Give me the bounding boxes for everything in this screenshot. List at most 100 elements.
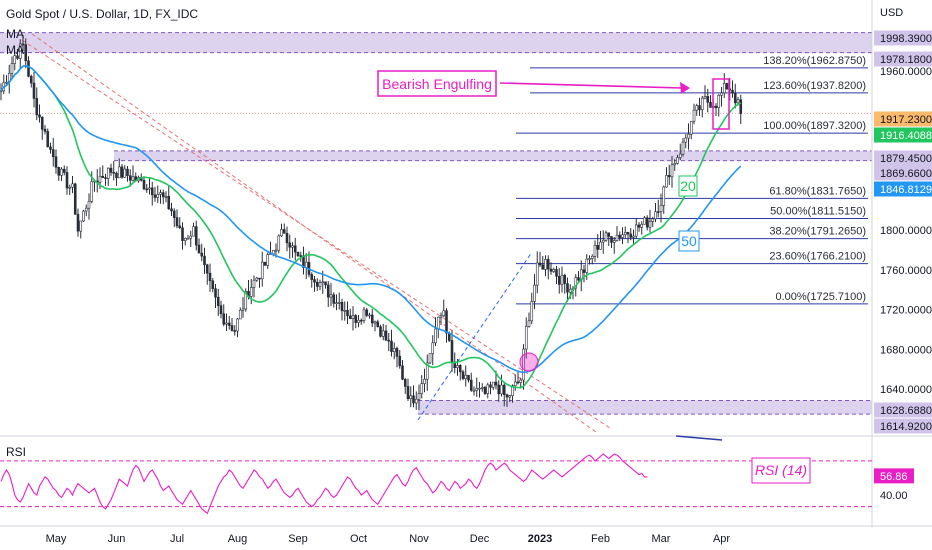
candle-body	[533, 284, 536, 302]
price-tag	[874, 51, 932, 67]
candle-body	[178, 225, 182, 229]
price-tag-label: 1846.8129	[880, 184, 932, 196]
candle-body	[568, 288, 572, 293]
fibonacci-level-label: 138.20%(1962.8750)	[763, 55, 866, 67]
candle-body	[153, 194, 157, 198]
candle-body	[16, 55, 19, 59]
candle-body	[607, 232, 611, 237]
candle-body	[502, 384, 506, 395]
candle-body	[596, 244, 600, 250]
rsi-line	[0, 453, 648, 515]
rsi-divergence-line	[675, 435, 723, 441]
candle-body	[65, 172, 69, 189]
candle-body	[368, 314, 371, 317]
candle-body	[277, 235, 281, 251]
candle-body	[610, 236, 613, 243]
candle-body	[522, 348, 525, 381]
y-tick-label: 1960.0000	[880, 66, 932, 78]
candle-body	[0, 90, 3, 93]
candle-body	[285, 232, 289, 244]
candle-body	[365, 309, 369, 316]
candle-body	[142, 179, 146, 190]
candle-body	[40, 116, 44, 130]
candle-body	[434, 328, 437, 344]
candle-body	[409, 395, 413, 399]
candle-body	[700, 97, 704, 111]
candle-body	[516, 381, 520, 384]
candle-body	[183, 237, 187, 241]
candle-body	[10, 63, 14, 74]
x-tick-label: Feb	[591, 533, 610, 545]
candle-body	[480, 387, 484, 389]
candle-body	[544, 259, 547, 270]
candle-body	[530, 301, 534, 322]
candle-body	[255, 277, 259, 281]
candle-body	[296, 251, 300, 256]
candle-body	[351, 315, 355, 319]
price-tag	[874, 165, 932, 181]
candle-body	[238, 309, 242, 320]
candle-body	[241, 308, 245, 311]
fibonacci-level-label: 0.00%(1725.7100)	[775, 291, 866, 303]
candle-body	[731, 89, 734, 94]
annotation-arrow-line	[499, 82, 683, 89]
candle-body	[348, 315, 352, 319]
candle-body	[76, 214, 80, 232]
candle-body	[546, 259, 550, 270]
candle-body	[656, 211, 660, 213]
candle-body	[274, 249, 278, 252]
candle-body	[148, 187, 151, 190]
candle-body	[38, 114, 41, 118]
candle-body	[467, 374, 470, 381]
candle-body	[244, 290, 248, 310]
candle-body	[722, 83, 726, 94]
price-tag-label: 1628.6880	[880, 405, 932, 417]
candle-body	[689, 120, 693, 135]
zones-layer	[0, 32, 872, 415]
candle-body	[423, 378, 426, 384]
candle-body	[717, 94, 721, 109]
candle-body	[403, 379, 407, 387]
candle-body	[230, 325, 234, 331]
candle-body	[126, 168, 129, 176]
candle-body	[46, 131, 50, 148]
candle-body	[381, 330, 385, 337]
price-tag	[874, 150, 932, 166]
candle-body	[123, 168, 127, 178]
candle-body	[725, 83, 729, 90]
candle-body	[216, 296, 220, 306]
candle-body	[315, 281, 319, 287]
x-tick-label: Jul	[170, 533, 184, 545]
candle-body	[524, 326, 528, 350]
candle-body	[519, 379, 523, 383]
candle-body	[79, 220, 83, 232]
candle-body	[733, 92, 737, 104]
price-tag	[874, 418, 932, 434]
candle-body	[670, 164, 674, 178]
rsi-label: RSI (14)	[755, 462, 807, 478]
candle-body	[18, 43, 22, 59]
candle-body	[145, 188, 149, 191]
candle-body	[574, 277, 578, 289]
candle-body	[582, 269, 586, 273]
candle-body	[24, 44, 28, 62]
annotation-arrowhead	[680, 82, 690, 94]
moving-average-50-line	[0, 64, 742, 374]
candle-body	[535, 262, 539, 286]
candle-body	[200, 252, 204, 257]
candle-body	[115, 172, 118, 179]
candle-body	[175, 217, 179, 227]
ma50-label-box	[678, 230, 700, 252]
candle-body	[695, 105, 699, 111]
fibonacci-level-label: 61.80%(1831.7650)	[769, 185, 866, 197]
candle-body	[618, 234, 622, 238]
candle-body	[131, 176, 135, 181]
candle-body	[634, 224, 638, 237]
candle-body	[475, 388, 479, 391]
ma-label-2: MA	[6, 43, 24, 57]
candle-body	[387, 339, 391, 342]
candle-body	[346, 310, 349, 317]
candle-body	[194, 226, 198, 246]
candle-body	[662, 186, 666, 206]
candle-body	[450, 340, 454, 363]
